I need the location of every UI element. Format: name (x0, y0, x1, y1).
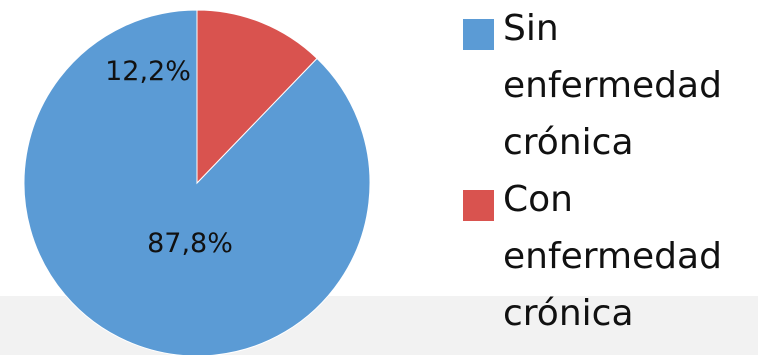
legend-label-sin-enfermedad: Sin enfermedad crónica (503, 8, 722, 163)
legend-swatch-con-enfermedad (463, 190, 494, 221)
legend-item-con-enfermedad: Con enfermedad crónica (463, 171, 753, 342)
legend: Sin enfermedad crónica Con enfermedad cr… (463, 0, 753, 342)
slice-label-con-enfermedad: 12,2% (105, 56, 191, 87)
legend-label-con-enfermedad: Con enfermedad crónica (503, 179, 722, 334)
slice-label-sin-enfermedad: 87,8% (147, 228, 233, 259)
legend-swatch-sin-enfermedad (463, 19, 494, 50)
legend-item-sin-enfermedad: Sin enfermedad crónica (463, 0, 753, 171)
pie-slice-con-enfermedad (196, 9, 318, 185)
pie-chart: 87,8% 12,2% (23, 9, 371, 355)
